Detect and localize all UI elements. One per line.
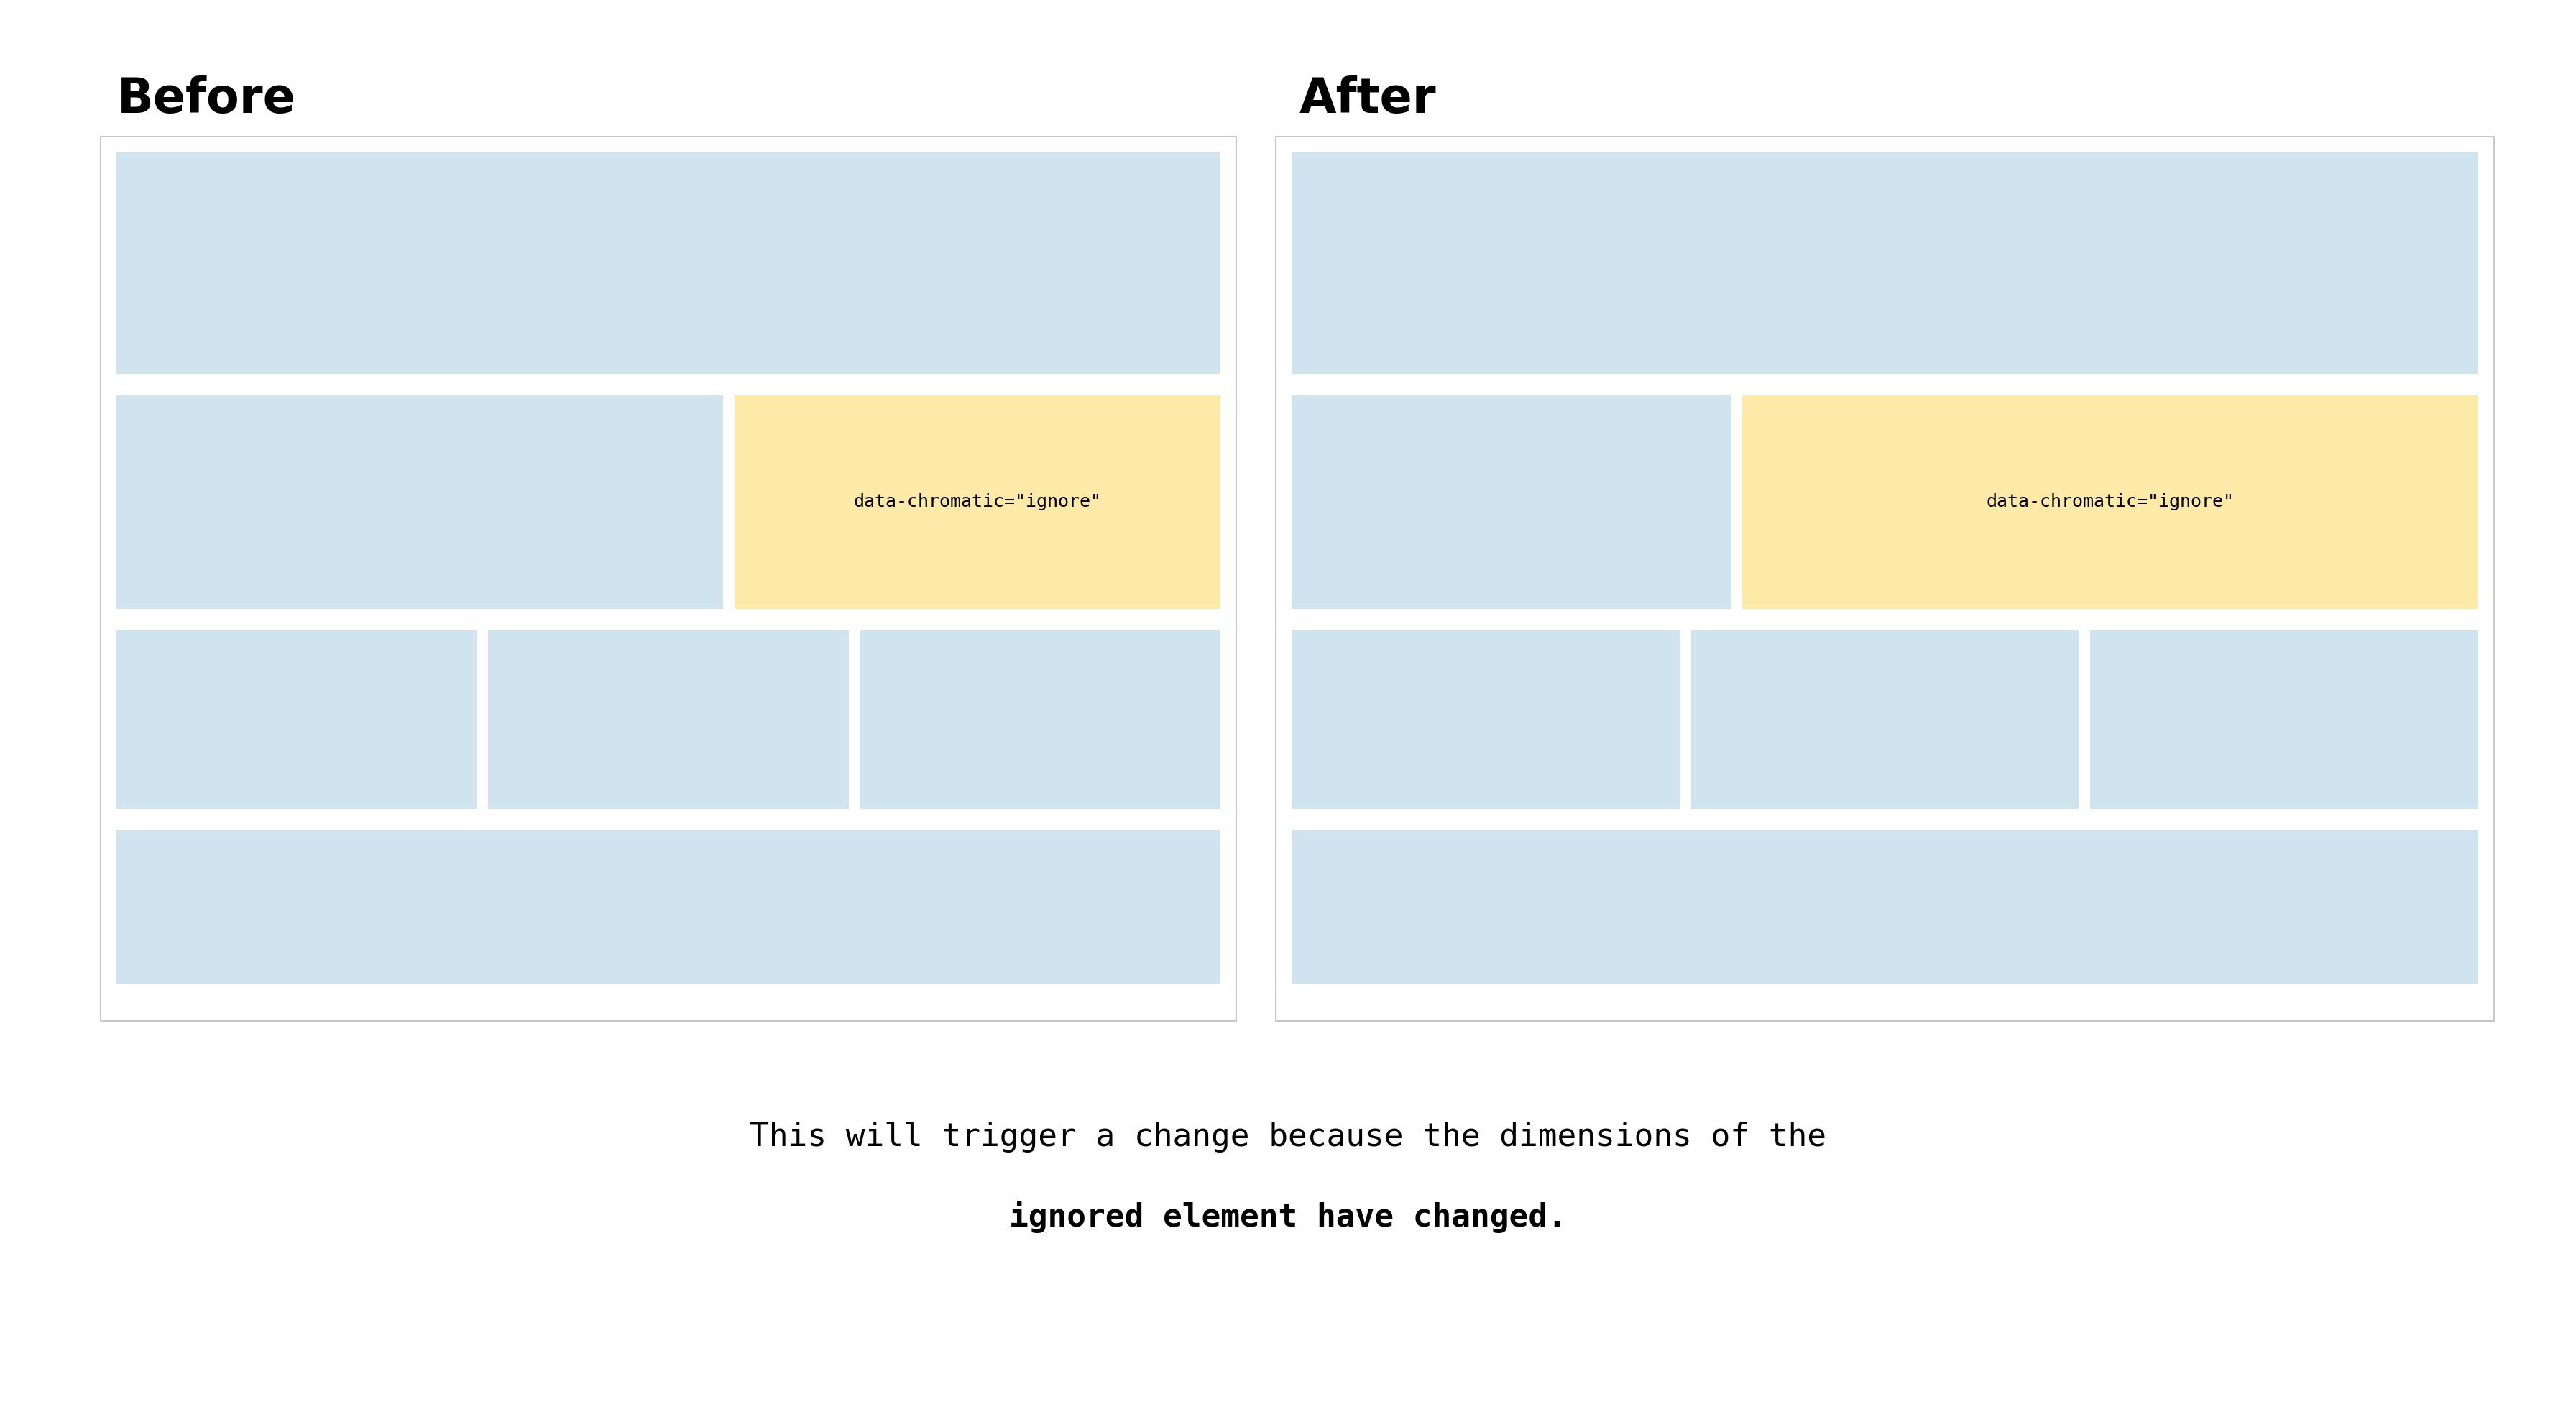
Bar — [1291, 629, 1680, 809]
Bar — [734, 395, 1221, 608]
Bar — [1291, 153, 2478, 374]
Text: After: After — [1298, 76, 1437, 123]
Bar — [116, 153, 1221, 374]
Bar — [2089, 629, 2478, 809]
Text: Before: Before — [116, 76, 296, 123]
Bar — [1741, 395, 2478, 608]
Text: data-chromatic="ignore": data-chromatic="ignore" — [1986, 494, 2233, 510]
Text: This will trigger a change because the dimensions of the: This will trigger a change because the d… — [750, 1122, 1826, 1152]
Bar — [1291, 830, 2478, 984]
Bar — [1291, 395, 1731, 608]
Text: data-chromatic="ignore": data-chromatic="ignore" — [853, 494, 1103, 510]
Bar — [100, 136, 1236, 1021]
Bar — [116, 830, 1221, 984]
Bar — [1275, 136, 2494, 1021]
Text: ignored element have changed.: ignored element have changed. — [1010, 1200, 1566, 1232]
Bar — [116, 629, 477, 809]
Bar — [860, 629, 1221, 809]
Bar — [1690, 629, 2079, 809]
Bar — [489, 629, 848, 809]
Bar — [116, 395, 724, 608]
